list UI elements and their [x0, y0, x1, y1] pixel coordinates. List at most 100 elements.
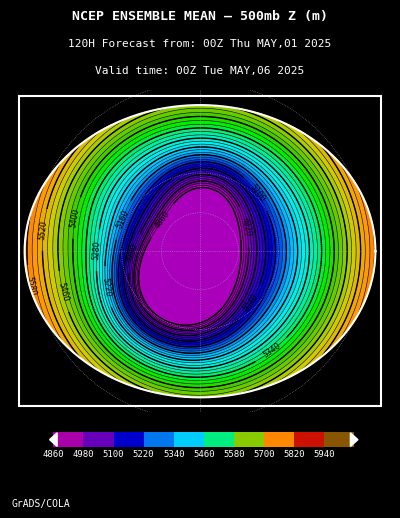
Point: [197, 247, 203, 255]
Text: 5700: 5700: [163, 42, 184, 54]
Point: [197, 247, 203, 255]
Point: [197, 247, 203, 255]
Point: [197, 247, 203, 255]
Text: 4860: 4860: [43, 451, 64, 459]
Point: [197, 247, 203, 255]
Point: [197, 247, 203, 255]
Text: 5820: 5820: [283, 451, 305, 459]
Point: [197, 247, 203, 255]
Point: [197, 247, 203, 255]
Text: 4980: 4980: [73, 451, 94, 459]
Text: 5520: 5520: [38, 220, 49, 240]
Point: [197, 247, 203, 255]
Point: [197, 247, 203, 255]
Point: [197, 247, 203, 255]
Point: [197, 247, 203, 255]
Text: 5580: 5580: [24, 275, 37, 296]
Point: [197, 247, 203, 255]
Point: [197, 247, 203, 255]
Point: [197, 247, 203, 255]
Point: [197, 247, 203, 255]
Text: 5220: 5220: [100, 277, 112, 297]
Point: [197, 247, 203, 255]
Point: [197, 247, 203, 255]
Point: [197, 247, 203, 255]
Text: 5460: 5460: [56, 281, 70, 303]
Bar: [294, 432, 324, 447]
Text: GrADS/COLA: GrADS/COLA: [12, 499, 71, 509]
Bar: [324, 432, 354, 447]
Point: [197, 247, 203, 255]
Point: [197, 247, 203, 255]
Text: 5100: 5100: [103, 451, 124, 459]
Point: [197, 247, 203, 255]
Bar: [84, 432, 114, 447]
Point: [197, 247, 203, 255]
Point: [197, 247, 203, 255]
Point: [197, 247, 203, 255]
Bar: [114, 432, 144, 447]
Point: [197, 247, 203, 255]
Point: [197, 247, 203, 255]
Point: [197, 247, 203, 255]
Point: [197, 247, 203, 255]
Point: [197, 247, 203, 255]
Point: [197, 247, 203, 255]
Polygon shape: [50, 433, 57, 447]
Point: [197, 247, 203, 255]
Point: [197, 247, 203, 255]
Point: [197, 247, 203, 255]
Text: 5940: 5940: [313, 451, 335, 459]
Point: [197, 247, 203, 255]
Point: [197, 247, 203, 255]
Point: [197, 247, 203, 255]
Point: [197, 247, 203, 255]
Text: 5640: 5640: [381, 213, 393, 234]
Point: [197, 247, 203, 255]
Point: [197, 247, 203, 255]
Point: [197, 247, 203, 255]
Text: NCEP ENSEMBLE MEAN – 500mb Z (m): NCEP ENSEMBLE MEAN – 500mb Z (m): [72, 9, 328, 23]
Point: [197, 247, 203, 255]
Bar: [264, 432, 294, 447]
Point: [197, 247, 203, 255]
Point: [197, 247, 203, 255]
Point: [197, 247, 203, 255]
Point: [197, 247, 203, 255]
Point: [197, 247, 203, 255]
Text: 5160: 5160: [114, 209, 130, 230]
Point: [197, 247, 203, 255]
Text: 4920: 4920: [240, 216, 253, 237]
Text: 5340: 5340: [261, 341, 282, 360]
Point: [197, 247, 203, 255]
Bar: [144, 432, 174, 447]
Point: [197, 247, 203, 255]
Point: [197, 247, 203, 255]
Point: [197, 247, 203, 255]
Point: [197, 247, 203, 255]
Polygon shape: [350, 433, 358, 447]
Point: [197, 247, 203, 255]
Text: 4860: 4860: [152, 210, 171, 231]
Point: [197, 247, 203, 255]
Point: [197, 247, 203, 255]
Point: [197, 247, 203, 255]
Point: [197, 247, 203, 255]
Point: [197, 247, 203, 255]
Point: [197, 247, 203, 255]
Point: [197, 247, 203, 255]
Text: 5400: 5400: [69, 207, 82, 228]
Point: [197, 247, 203, 255]
Point: [197, 247, 203, 255]
Point: [197, 247, 203, 255]
Text: 5220: 5220: [133, 451, 154, 459]
Point: [197, 247, 203, 255]
Point: [197, 247, 203, 255]
Point: [197, 247, 203, 255]
Text: 5100: 5100: [248, 182, 266, 203]
Point: [197, 247, 203, 255]
Point: [197, 247, 203, 255]
Point: [197, 247, 203, 255]
Point: [197, 247, 203, 255]
Point: [197, 247, 203, 255]
